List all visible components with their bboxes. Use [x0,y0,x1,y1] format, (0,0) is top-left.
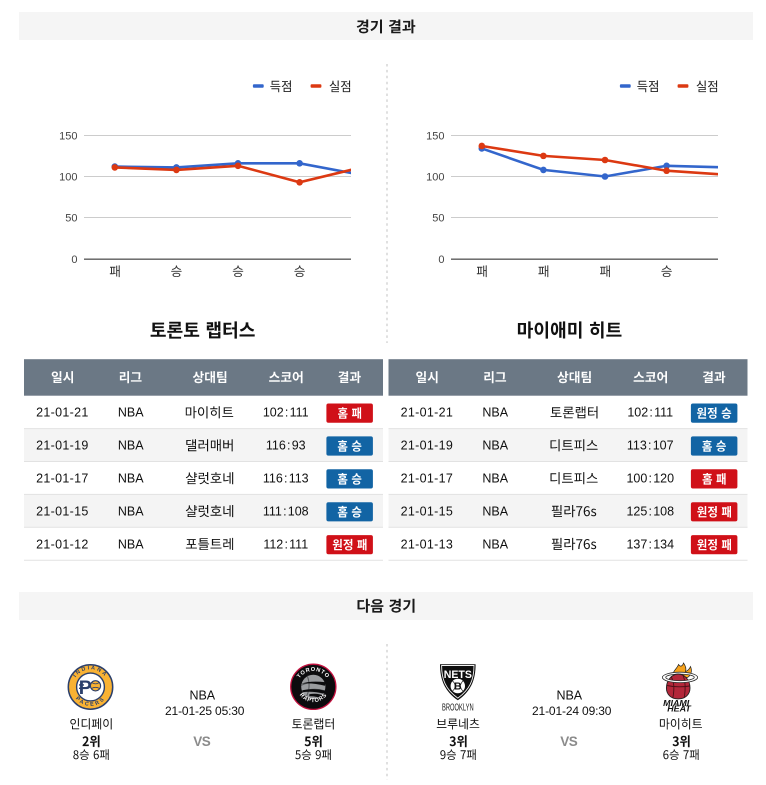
svg-text:NBA: NBA [482,537,508,551]
svg-text:B: B [454,681,462,693]
svg-text:50: 50 [65,212,77,224]
svg-text:0: 0 [438,254,444,266]
svg-text:21-01-19: 21-01-19 [401,439,453,453]
svg-text:21-01-13: 21-01-13 [401,537,453,551]
svg-text:113:107: 113:107 [627,439,674,453]
svg-text:150: 150 [59,130,77,142]
svg-text:50: 50 [432,212,444,224]
svg-text:125:108: 125:108 [626,504,674,518]
svg-text:116:93: 116:93 [266,439,306,453]
svg-text:100: 100 [59,171,77,183]
svg-text:NBA: NBA [189,688,215,702]
svg-text:MIAMI: MIAMI [663,699,690,708]
svg-text:111:108: 111:108 [263,504,309,518]
svg-text:P: P [79,677,92,699]
svg-text:21-01-24 09:30: 21-01-24 09:30 [532,704,612,718]
svg-text:NBA: NBA [482,439,508,453]
svg-text:NBA: NBA [118,472,144,486]
svg-text:VS: VS [193,734,211,749]
svg-text:21-01-15: 21-01-15 [401,504,453,518]
svg-text:NBA: NBA [118,537,144,551]
svg-text:HEAT: HEAT [667,704,691,713]
svg-text:100: 100 [426,171,444,183]
svg-text:NBA: NBA [118,406,144,420]
svg-text:BROOKLYN: BROOKLYN [442,700,474,712]
svg-text:116:113: 116:113 [263,472,309,486]
svg-text:21-01-15: 21-01-15 [36,504,88,518]
svg-text:102:111: 102:111 [627,406,673,420]
svg-text:21-01-21: 21-01-21 [36,406,88,420]
svg-text:NBA: NBA [482,406,508,420]
svg-text:112:111: 112:111 [263,537,308,551]
svg-text:21-01-12: 21-01-12 [36,537,88,551]
svg-text:NBA: NBA [556,688,582,702]
svg-text:21-01-19: 21-01-19 [36,439,88,453]
svg-text:0: 0 [71,254,77,266]
svg-text:RAPTORS: RAPTORS [298,692,329,704]
svg-text:21-01-17: 21-01-17 [401,472,453,486]
svg-text:102:111: 102:111 [263,406,309,420]
svg-text:21-01-17: 21-01-17 [36,472,88,486]
svg-text:NBA: NBA [482,472,508,486]
svg-text:NBA: NBA [118,439,144,453]
svg-text:21-01-25 05:30: 21-01-25 05:30 [165,704,245,718]
svg-text:NBA: NBA [482,504,508,518]
svg-text:100:120: 100:120 [626,472,674,486]
svg-text:150: 150 [426,130,444,142]
svg-text:VS: VS [560,734,578,749]
svg-text:NBA: NBA [118,504,144,518]
svg-text:21-01-21: 21-01-21 [401,406,453,420]
svg-text:137:134: 137:134 [626,537,674,551]
svg-text:NETS: NETS [444,668,472,680]
